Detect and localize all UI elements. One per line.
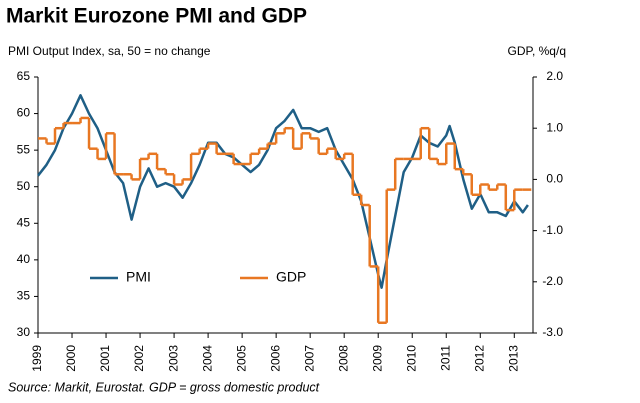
y2-tick-label: -2.0 xyxy=(542,274,563,288)
y-tick-label: 65 xyxy=(17,69,31,83)
x-tick-label: 2010 xyxy=(404,345,418,372)
x-tick-label: 2012 xyxy=(472,345,486,372)
x-tick-label: 2003 xyxy=(166,345,180,372)
series-line xyxy=(37,94,529,289)
y-tick-label: 30 xyxy=(17,325,31,339)
source: Source: Markit, Eurostat. GDP = gross do… xyxy=(8,380,320,394)
y2-tick-label: -1.0 xyxy=(542,223,563,237)
y-tick-label: 50 xyxy=(17,179,31,193)
y-axis-label: PMI Output Index, sa, 50 = no change xyxy=(8,44,211,58)
legend-label: GDP xyxy=(276,269,306,285)
y2-tick-label: 2.0 xyxy=(546,69,563,83)
x-tick-label: 2002 xyxy=(132,345,146,372)
y-tick-label: 60 xyxy=(17,106,31,120)
x-tick-label: 2001 xyxy=(98,345,112,372)
chart-title: Markit Eurozone PMI and GDP xyxy=(6,5,307,28)
y-tick-label: 40 xyxy=(17,252,31,266)
x-tick-label: 2004 xyxy=(200,345,214,372)
y-tick-label: 45 xyxy=(17,215,31,229)
y-tick-label: 55 xyxy=(17,142,31,156)
x-tick-label: 1999 xyxy=(30,345,44,372)
y2-tick-label: -3.0 xyxy=(542,325,563,339)
x-tick-label: 2000 xyxy=(64,345,78,372)
x-tick-label: 2005 xyxy=(234,345,248,372)
x-tick-label: 2011 xyxy=(438,345,452,371)
y2-axis-label: GDP, %q/q xyxy=(508,44,566,58)
x-tick-label: 2008 xyxy=(336,345,350,372)
y2-tick-label: 0.0 xyxy=(546,172,563,186)
x-tick-label: 2007 xyxy=(302,345,316,372)
x-tick-label: 2006 xyxy=(268,345,282,372)
x-tick-label: 2013 xyxy=(506,345,520,372)
legend-label: PMI xyxy=(126,269,151,285)
x-tick-label: 2009 xyxy=(370,345,384,372)
y-tick-label: 35 xyxy=(17,289,31,303)
y2-tick-label: 1.0 xyxy=(546,120,563,134)
